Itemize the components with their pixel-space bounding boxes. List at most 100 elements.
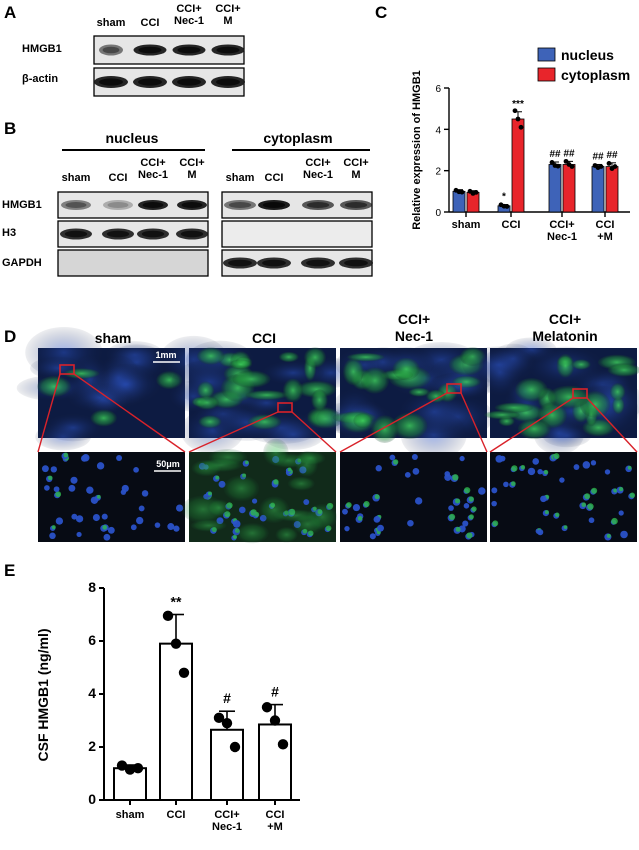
panel-d-column-labels: sham CCI CCI+ Nec-1 CCI+ Melatonin [95, 311, 598, 346]
chartC-ytick-label: 2 [435, 167, 441, 178]
panel-d-green-cell [471, 506, 477, 512]
panel-d-green-cell [511, 465, 518, 472]
chartE-ylabel: CSF HMGB1 (ng/ml) [35, 629, 51, 762]
panel-d-green-cell [215, 475, 220, 480]
panel-d-nucleus-cell [532, 458, 540, 465]
chartE-point [269, 715, 281, 726]
panel-d-nucleus-cell [135, 516, 144, 525]
panel-d-bottom-green-haze [295, 451, 326, 466]
panel-d-nucleus-cell [76, 531, 82, 538]
panel-b-cyt-group-label: CCI+ M [343, 157, 368, 181]
chart-c-legend-label: nucleus [561, 47, 614, 63]
panel-d-nucleus-cell [251, 498, 258, 504]
panel-d-nucleus-cell [620, 530, 628, 539]
panel-d-top-green [37, 376, 71, 397]
panel-d-top-green [282, 378, 303, 403]
panel-d-green-cell [455, 498, 461, 504]
chartE-point [221, 717, 233, 729]
panel-a-band-actin-core [216, 78, 240, 86]
panel-b-cyt-band-hmgb1-core [228, 202, 252, 208]
panel-a-group-label: CCI [141, 17, 160, 29]
panel-a-band-actin-core [177, 78, 201, 86]
panel-d-top-green [371, 415, 399, 443]
panel-d-nucleus-cell [344, 526, 350, 532]
chartC-ytick-label: 6 [435, 84, 441, 95]
panel-d-green-cell [448, 513, 456, 521]
panel-d-nucleus-cell [55, 517, 64, 525]
panel-d-nucleus-cell [375, 465, 382, 472]
panel-d-bottom-green-haze [199, 458, 243, 472]
panel-d-top-green [426, 389, 446, 403]
panel-d-green-cell [563, 525, 568, 530]
panel-d-column-label: CCI+ Melatonin [532, 311, 597, 344]
panel-a-group-label: CCI+ Nec-1 [174, 3, 204, 27]
panel-b-cyt-group-label: CCI [265, 172, 284, 184]
panel-d-nucleus-cell [540, 495, 547, 503]
panel-d-green-cell [452, 474, 459, 481]
panel-d-nucleus-cell [503, 481, 509, 488]
panel-d-green-cell [273, 479, 279, 485]
panel-a-band-actin-core [99, 78, 123, 86]
chartE-point [170, 638, 182, 649]
panel-d-nucleus-cell [173, 525, 180, 532]
panel-b-row-gapdh: GAPDH [2, 257, 42, 269]
chart-e: 0 2 4 6 8 CSF HMGB1 (ng/ml) sham CCI CCI+ Nec-1 CC… [35, 579, 300, 833]
panel-d-top-green [494, 402, 533, 413]
chartC-point [459, 189, 465, 195]
chartC-point [518, 124, 524, 130]
chartE-point [213, 712, 225, 724]
panel-d-top-green [451, 375, 481, 389]
chartE-bar [210, 728, 244, 802]
chartE-annotation: ** [171, 594, 182, 610]
chartE-point [132, 763, 144, 774]
chartC-category-label: CCI [502, 219, 521, 231]
panel-d-nucleus-cell [459, 455, 465, 462]
chartC-point [512, 108, 518, 114]
chartE-point [116, 760, 128, 771]
panel-d-nucleus-cell [154, 522, 161, 528]
chartC-ytick-label: 4 [435, 125, 441, 136]
panel-d-green-cell [543, 469, 549, 475]
panel-d-nucleus-cell [369, 533, 376, 540]
panel-b-cyt-band-hmgb1 [302, 200, 334, 210]
chartE-point [178, 667, 190, 678]
panel-d-green-cell [584, 493, 591, 500]
panel-d-nucleus-cell [491, 487, 498, 494]
panel-d-top-green [63, 368, 100, 379]
panel-d-zoom-line [188, 411, 279, 453]
chartC-annotation: ## [606, 150, 618, 161]
chartE-point [162, 610, 174, 622]
panel-d-green-cell [287, 467, 292, 472]
panel-a-band-hmgb1-core [216, 46, 240, 54]
panel-d-green-cell [591, 487, 598, 494]
panel-d-top-green [304, 347, 326, 368]
panel-d-bottom-green-haze [287, 476, 315, 491]
panel-d-bottom-green-haze [207, 499, 231, 517]
chartC-bar [548, 164, 562, 213]
panel-d-nucleus-cell [218, 480, 226, 488]
panel-b-nuc-group-label: CCI+ M [179, 157, 204, 181]
panel-b-group-labels: sham sham CCI CCI CCI+ Nec-1 CCI+ Nec-1 CCI+ M CCI… [62, 157, 369, 184]
panel-b-nuc-band-h3-core [180, 230, 204, 238]
panel-d-nucleus-cell [463, 503, 470, 509]
panel-d-top-green [392, 357, 420, 381]
panel-d-top-blue [91, 363, 162, 405]
panel-d-top-green [232, 370, 271, 388]
chartC-annotation: ## [563, 148, 575, 159]
panel-b-nuc-band-hmgb1-core [142, 202, 164, 208]
panel-d-nucleus-cell [537, 468, 543, 475]
panel-d-green-cell [392, 459, 399, 465]
chartE-bar [258, 723, 292, 801]
panel-d-top-green [571, 359, 591, 370]
panel-d-green-cell [357, 516, 363, 521]
panel-b-nuc-band-h3-core [106, 230, 130, 238]
chartC-point [612, 164, 618, 169]
panel-b-nuc-group-label: CCI+ Nec-1 [138, 157, 168, 181]
chartE-point [277, 739, 289, 750]
panel-d-nucleus-cell [373, 516, 381, 523]
panel-b-cyt-band-hmgb1 [224, 200, 256, 210]
panel-b-cyt-group-label: sham [226, 172, 255, 184]
panel-d-nucleus-cell [103, 533, 111, 541]
panel-d-green-cell [363, 501, 370, 508]
panel-b-cyt-group-label: CCI+ Nec-1 [303, 157, 333, 181]
